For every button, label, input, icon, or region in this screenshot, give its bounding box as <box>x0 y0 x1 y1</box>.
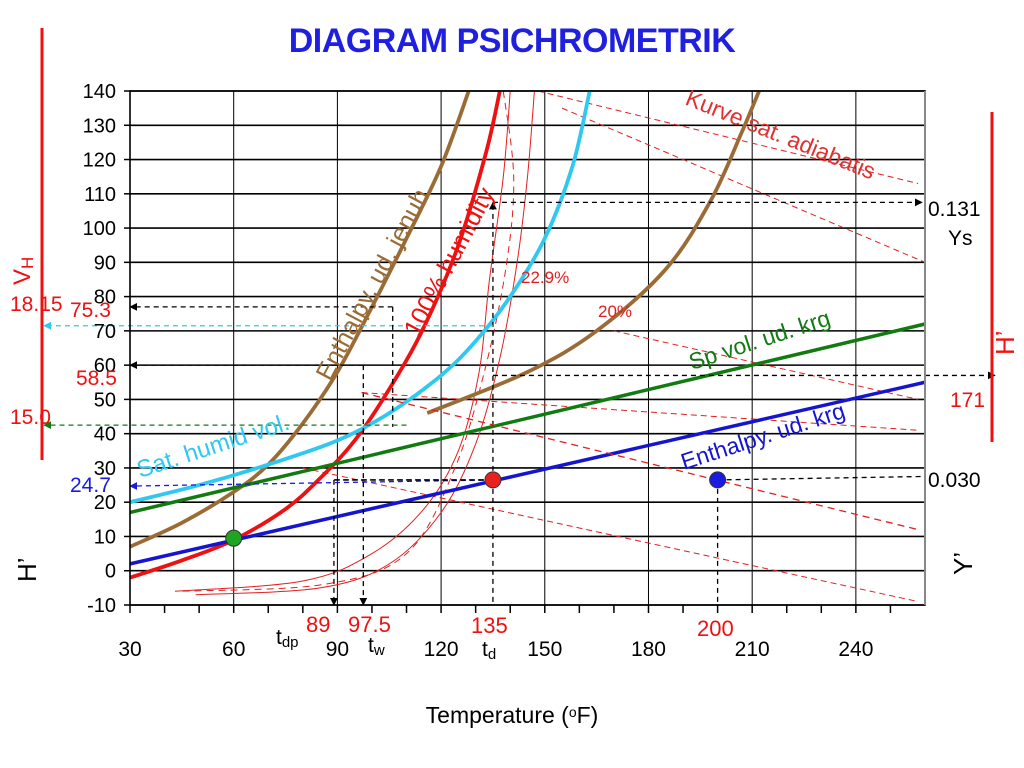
axes: -10 0 10 20 30 40 50 60 70 80 90 100 110 120 130 140 30 6… <box>83 81 926 661</box>
x-axis-label-prefix: Temperature ( <box>425 702 569 728</box>
chart-title: DIAGRAM PSICHROMETRIK <box>288 22 736 60</box>
guide-lines <box>43 198 996 606</box>
value-75-3: 75.3 <box>70 299 111 322</box>
grid-lines <box>129 90 925 606</box>
tdp-label: tdp <box>276 626 299 651</box>
y-tick-label: 0 <box>105 561 116 583</box>
adiabatic-line <box>302 467 919 603</box>
x-tick-label: 30 <box>118 638 141 661</box>
y-tick-label: 130 <box>83 115 116 137</box>
state-points <box>225 471 727 547</box>
state-point <box>484 471 502 489</box>
adiabatic-curves <box>174 90 926 603</box>
value-ys: Ys <box>948 227 973 250</box>
x-tick-label: 90 <box>326 638 349 661</box>
y-tick-label: 40 <box>94 424 116 446</box>
x-axis-label-unit: o <box>568 704 577 720</box>
state-point <box>709 471 727 489</box>
y-tick-label: 100 <box>83 218 116 240</box>
td-label: td <box>482 638 496 663</box>
sat-humid-vol-label: Sat. humid vol. <box>134 409 293 484</box>
value-58-5: 58.5 <box>76 367 117 390</box>
y-tick-label: 60 <box>94 355 116 377</box>
x-tick-label: 120 <box>424 638 459 661</box>
tw-value: 97.5 <box>348 612 391 637</box>
x-tick-label: 150 <box>527 638 562 661</box>
series-curve <box>129 90 502 580</box>
enthalpy-dry-label: Enthalpy. ud. krg <box>678 397 849 475</box>
x-tick-label: 180 <box>631 638 666 661</box>
y-tick-label: 30 <box>94 458 116 480</box>
td-value: 135 <box>471 613 508 638</box>
x-axis-label: Temperature (oF) <box>0 702 1024 729</box>
y-tick-label: 10 <box>94 526 116 548</box>
series-line <box>129 380 926 566</box>
x-axis-label-suffix: F) <box>576 702 599 728</box>
y-right-guide <box>717 475 923 481</box>
value-171: 171 <box>950 389 985 412</box>
series-lines <box>129 90 926 580</box>
tdp-value: 89 <box>306 612 330 637</box>
y-tick-label: 120 <box>83 150 116 172</box>
x-tick-label: 210 <box>735 638 770 661</box>
h-left-axis-label: H’ <box>12 557 42 582</box>
series-curve <box>129 90 471 549</box>
x-tick-label: 240 <box>838 638 873 661</box>
value-15-0: 15.0 <box>10 406 51 429</box>
x-tick-label: 60 <box>222 638 245 661</box>
y-tick-label: 140 <box>83 81 116 103</box>
humidity-22.9-curve <box>174 90 511 592</box>
humidity-20-label: 20% <box>598 302 632 321</box>
value-18-15: 18.15 <box>10 293 63 316</box>
series-curve <box>426 90 761 415</box>
y-right-axis-label: Y’ <box>948 552 978 575</box>
y-tick-label: 80 <box>94 287 116 309</box>
tw-label: tw <box>368 634 385 659</box>
adiabatic-curve-label: Kurve sat. adiabatis <box>682 85 879 185</box>
state-point <box>225 529 243 547</box>
vh-axis-label: VH <box>9 257 37 285</box>
humidity-20-curve <box>195 90 535 596</box>
adiabatic-line <box>561 107 926 263</box>
series-curve <box>129 90 592 505</box>
value-0-030: 0.030 <box>928 469 981 492</box>
value-0-131: 0.131 <box>928 198 981 221</box>
h-right-axis-label: H’ <box>990 330 1020 355</box>
adiabatic-line <box>613 330 919 400</box>
value-24-7: 24.7 <box>70 474 111 497</box>
y-tick-label: 110 <box>84 184 116 206</box>
t200-value: 200 <box>697 616 734 641</box>
y-tick-label: 50 <box>94 389 116 411</box>
y-tick-label: 70 <box>94 321 116 343</box>
y-tick-label: 20 <box>94 492 116 514</box>
y-tick-label: -10 <box>87 595 116 617</box>
adiabatic-line <box>361 392 919 431</box>
enthalpy-saturated-label: Enthalpy. ud. jenuh <box>311 184 435 385</box>
plot-frame <box>129 90 926 606</box>
y-tick-label: 90 <box>94 252 116 274</box>
humidity-22.9-label: 22.9% <box>521 268 569 287</box>
adiabatic-line <box>537 90 919 185</box>
series-line <box>129 322 926 515</box>
h-left-guide <box>129 479 493 490</box>
